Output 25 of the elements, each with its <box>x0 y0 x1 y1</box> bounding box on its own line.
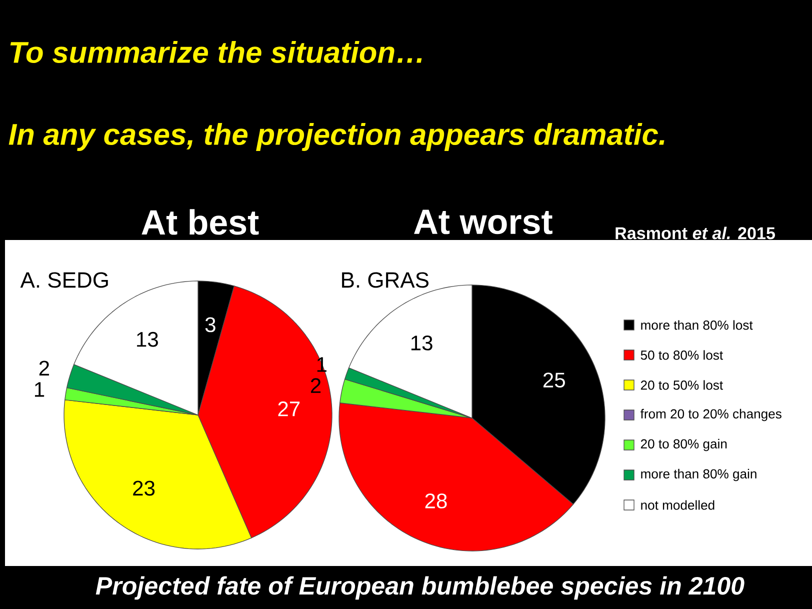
data-label: 2 <box>310 378 321 393</box>
data-label: 2 <box>39 360 49 376</box>
data-label: 28 <box>425 494 447 508</box>
legend-label: more than 80% gain <box>641 468 756 482</box>
data-label: 1 <box>34 382 44 397</box>
text: Rasmont et al. 2015 <box>616 226 775 240</box>
data-label: 27 <box>278 401 300 416</box>
legend-label: 20 to 80% gain <box>640 438 727 452</box>
text: Projected fate of European bumblebee species in 2100 <box>96 576 744 600</box>
legend-label: 50 to 80% lost <box>640 350 723 360</box>
chart-title: A. SEDG <box>20 272 108 288</box>
data-label: 23 <box>133 480 155 496</box>
legend-label: not modelled <box>641 500 714 510</box>
chart-subtitle: At worst <box>414 210 552 234</box>
chart-title: B. GRAS <box>342 272 428 288</box>
data-label: 25 <box>543 372 565 388</box>
data-label: 13 <box>137 332 158 347</box>
text: In any cases, the projection appears dramatic. <box>8 123 664 151</box>
legend-label: from 20 to 20% changes <box>640 408 782 422</box>
text: To summarize the situation… <box>10 40 422 64</box>
legend-label: 20 to 50% lost <box>640 380 723 390</box>
chart-subtitle: At best <box>142 209 259 235</box>
legend-label: more than 80% lost <box>641 320 753 330</box>
data-label: 3 <box>205 317 216 332</box>
data-label: 13 <box>411 335 432 350</box>
